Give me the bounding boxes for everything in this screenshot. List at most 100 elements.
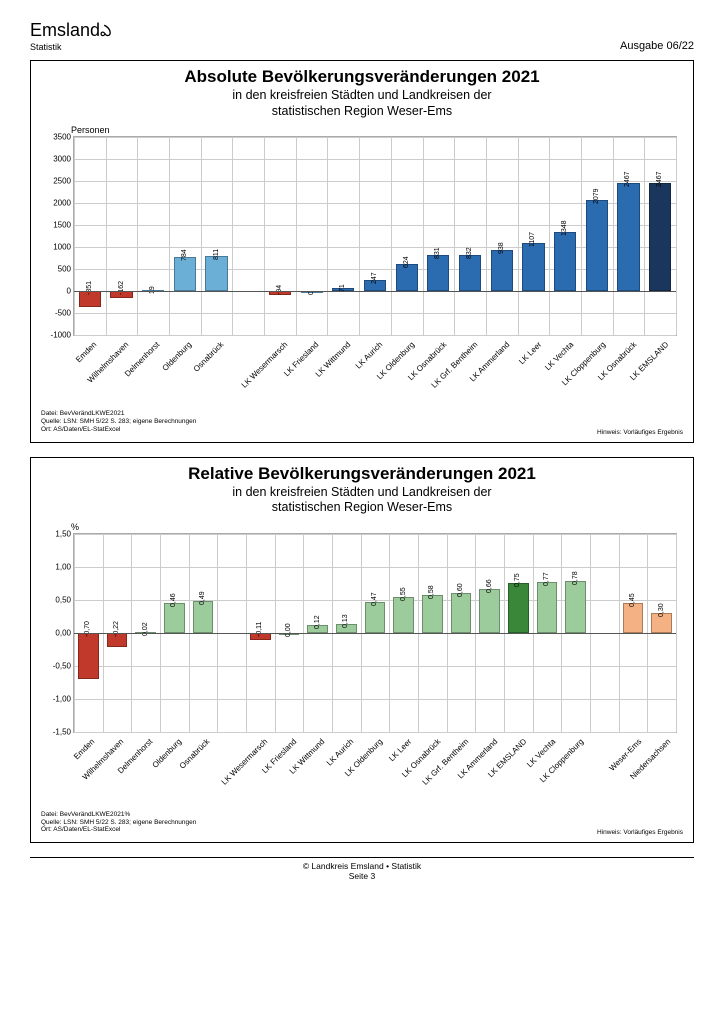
page-footer: © Landkreis Emsland • Statistik Seite 3 bbox=[30, 857, 694, 881]
bar bbox=[427, 255, 449, 292]
chart-relative: Relative Bevölkerungsveränderungen 2021 … bbox=[30, 457, 694, 844]
chart1-source: Datei: BevVerändLKWE2021Quelle: LSN: SMH… bbox=[41, 410, 683, 433]
bar-value-label: 831 bbox=[434, 247, 441, 259]
x-label: LK Aurich bbox=[354, 340, 385, 371]
chart1-hint: Hinweis: Vorläufiges Ergebnis bbox=[597, 429, 683, 436]
bar-value-label: -94 bbox=[276, 285, 283, 295]
bar bbox=[479, 589, 500, 633]
footer-copyright: © Landkreis Emsland • Statistik bbox=[303, 861, 421, 871]
bar bbox=[617, 183, 639, 292]
bar-value-label: 624 bbox=[403, 256, 410, 268]
chart2-subtitle: in den kreisfreien Städten und Landkreis… bbox=[41, 485, 683, 516]
bar-value-label: -0,11 bbox=[256, 621, 263, 636]
bar bbox=[554, 232, 576, 291]
bar-value-label: 1348 bbox=[561, 220, 568, 236]
bar-value-label: 0,75 bbox=[514, 574, 521, 588]
bar-value-label: 0,46 bbox=[170, 593, 177, 607]
bar bbox=[522, 243, 544, 292]
chart1-subtitle: in den kreisfreien Städten und Landkreis… bbox=[41, 88, 683, 119]
bar bbox=[459, 255, 481, 292]
x-label: Oldenburg bbox=[161, 340, 194, 373]
chart-absolute: Absolute Bevölkerungsveränderungen 2021 … bbox=[30, 60, 694, 443]
footer-page: Seite 3 bbox=[349, 871, 375, 881]
bar-value-label: 2467 bbox=[624, 171, 631, 187]
bar-value-label: 0,78 bbox=[572, 572, 579, 586]
x-label: Osnabrück bbox=[178, 737, 212, 771]
bar bbox=[586, 200, 608, 291]
y-tick: 1,00 bbox=[55, 562, 74, 571]
chart2-title: Relative Bevölkerungsveränderungen 2021 bbox=[41, 464, 683, 484]
bar-value-label: 784 bbox=[181, 249, 188, 261]
bar-value-label: 0,47 bbox=[371, 592, 378, 606]
bar-value-label: 0,77 bbox=[543, 572, 550, 586]
y-tick: 1,50 bbox=[55, 529, 74, 538]
bar-value-label: -162 bbox=[118, 281, 125, 295]
logo-text: Emsland bbox=[30, 20, 100, 40]
chart2-unit: % bbox=[71, 522, 683, 532]
bar-value-label: -0,22 bbox=[113, 621, 120, 637]
y-tick: -500 bbox=[55, 309, 74, 318]
bar-value-label: 0,66 bbox=[486, 580, 493, 594]
bar-value-label: 832 bbox=[466, 247, 473, 259]
bar-value-label: 0,55 bbox=[400, 587, 407, 601]
edition-label: Ausgabe 06/22 bbox=[620, 40, 694, 52]
x-label: Emden bbox=[74, 340, 98, 364]
bar-value-label: 0,12 bbox=[314, 615, 321, 629]
bar bbox=[174, 257, 196, 291]
chart1-unit: Personen bbox=[71, 125, 683, 135]
bar-value-label: -0,70 bbox=[84, 621, 91, 637]
bar bbox=[537, 582, 558, 633]
bar bbox=[78, 633, 99, 679]
x-label: LK Leer bbox=[387, 737, 413, 763]
bar-value-label: 1107 bbox=[529, 231, 536, 246]
chart2-source: Datei: BevVerändLKWE2021%Quelle: LSN: SM… bbox=[41, 811, 683, 834]
x-label: LK Wesermarsch bbox=[220, 737, 270, 787]
y-tick: 500 bbox=[58, 265, 74, 274]
bar bbox=[193, 601, 214, 633]
bar-value-label: 2467 bbox=[656, 171, 663, 187]
chart2-xlabels: EmdenWilhelmshavenDelmenhorstOldenburgOs… bbox=[73, 733, 677, 809]
chart1-xlabels: EmdenWilhelmshavenDelmenhorstOldenburgOs… bbox=[73, 336, 677, 408]
logo-swirl-icon: ఎ bbox=[100, 23, 111, 40]
bar-value-label: 0,49 bbox=[199, 591, 206, 605]
bar bbox=[205, 256, 227, 292]
y-tick: -1,50 bbox=[53, 727, 74, 736]
bar-value-label: 0,60 bbox=[457, 584, 464, 598]
y-tick: 0,00 bbox=[55, 628, 74, 637]
y-tick: 0,50 bbox=[55, 595, 74, 604]
bar bbox=[623, 603, 644, 633]
page-header: Emslandఎ Statistik Ausgabe 06/22 bbox=[30, 20, 694, 52]
bar bbox=[365, 602, 386, 633]
logo: Emslandఎ Statistik bbox=[30, 20, 111, 52]
x-label: LK Vechta bbox=[543, 340, 575, 372]
y-tick: 3500 bbox=[53, 133, 74, 142]
bar-value-label: 0,30 bbox=[658, 603, 665, 617]
bar bbox=[649, 183, 671, 292]
y-tick: 2000 bbox=[53, 199, 74, 208]
y-tick: 0 bbox=[67, 287, 74, 296]
bar bbox=[393, 597, 414, 633]
y-tick: 3000 bbox=[53, 155, 74, 164]
y-tick: -0,50 bbox=[53, 661, 74, 670]
x-label: Osnabrück bbox=[192, 340, 226, 374]
bar bbox=[451, 593, 472, 633]
y-tick: 2500 bbox=[53, 177, 74, 186]
bar-value-label: 811 bbox=[213, 248, 220, 259]
y-tick: -1000 bbox=[51, 331, 74, 340]
chart2-hint: Hinweis: Vorläufiges Ergebnis bbox=[597, 829, 683, 836]
chart2-plot: -1,50-1,00-0,500,000,501,001,50-0,70-0,2… bbox=[73, 533, 677, 733]
x-label: Emden bbox=[72, 737, 96, 761]
bar-value-label: 0,58 bbox=[428, 585, 435, 599]
bar-value-label: 0,13 bbox=[342, 615, 349, 629]
bar bbox=[508, 583, 529, 633]
y-tick: -1,00 bbox=[53, 694, 74, 703]
chart1-plot: -1000-5000500100015002000250030003500-35… bbox=[73, 136, 677, 336]
x-label: LK Leer bbox=[517, 340, 543, 366]
bar bbox=[565, 581, 586, 632]
x-label: LK Wesermarsch bbox=[239, 340, 289, 390]
chart1-title: Absolute Bevölkerungsveränderungen 2021 bbox=[41, 67, 683, 87]
y-tick: 1500 bbox=[53, 221, 74, 230]
bar-value-label: -351 bbox=[86, 281, 93, 295]
bar-value-label: 247 bbox=[371, 273, 378, 285]
y-tick: 1000 bbox=[53, 243, 74, 252]
